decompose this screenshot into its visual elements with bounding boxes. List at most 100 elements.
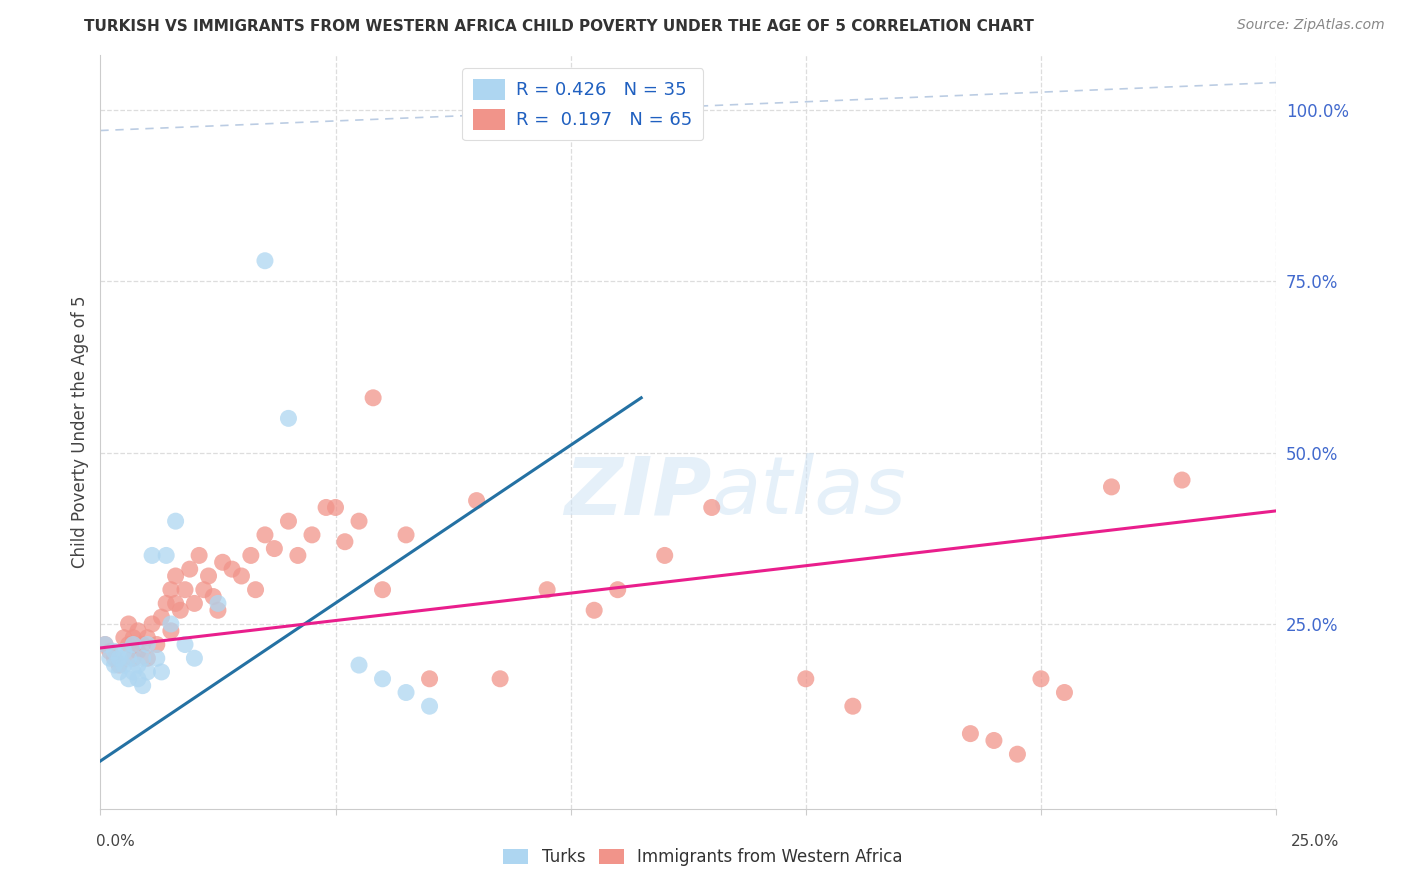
- Point: [112, 631, 135, 645]
- Point: [211, 555, 233, 569]
- Point: [245, 582, 267, 597]
- Point: [136, 631, 159, 645]
- Point: [146, 651, 169, 665]
- Point: [654, 549, 676, 563]
- Legend: R = 0.426   N = 35, R =  0.197   N = 65: R = 0.426 N = 35, R = 0.197 N = 65: [463, 68, 703, 140]
- Point: [371, 672, 394, 686]
- Point: [301, 528, 323, 542]
- Point: [333, 534, 356, 549]
- Point: [419, 672, 441, 686]
- Point: [179, 562, 201, 576]
- Point: [94, 638, 117, 652]
- Point: [117, 638, 139, 652]
- Point: [98, 651, 121, 665]
- Point: [108, 665, 131, 679]
- Point: [146, 638, 169, 652]
- Legend: Turks, Immigrants from Western Africa: Turks, Immigrants from Western Africa: [496, 842, 910, 873]
- Point: [108, 658, 131, 673]
- Point: [183, 651, 205, 665]
- Point: [122, 651, 145, 665]
- Point: [277, 411, 299, 425]
- Text: 0.0%: 0.0%: [96, 834, 135, 848]
- Point: [183, 596, 205, 610]
- Point: [155, 549, 177, 563]
- Point: [103, 651, 125, 665]
- Point: [221, 562, 243, 576]
- Point: [122, 665, 145, 679]
- Point: [1101, 480, 1123, 494]
- Point: [122, 631, 145, 645]
- Point: [141, 549, 163, 563]
- Point: [174, 638, 197, 652]
- Point: [253, 528, 276, 542]
- Point: [160, 617, 183, 632]
- Point: [263, 541, 285, 556]
- Point: [197, 569, 219, 583]
- Point: [536, 582, 558, 597]
- Point: [98, 644, 121, 658]
- Point: [127, 624, 149, 638]
- Point: [361, 391, 384, 405]
- Point: [136, 651, 159, 665]
- Point: [489, 672, 512, 686]
- Point: [103, 658, 125, 673]
- Point: [127, 672, 149, 686]
- Point: [127, 658, 149, 673]
- Y-axis label: Child Poverty Under the Age of 5: Child Poverty Under the Age of 5: [72, 296, 89, 568]
- Point: [959, 726, 981, 740]
- Point: [395, 685, 418, 699]
- Point: [253, 253, 276, 268]
- Point: [122, 638, 145, 652]
- Point: [419, 699, 441, 714]
- Point: [207, 596, 229, 610]
- Point: [165, 569, 187, 583]
- Point: [160, 582, 183, 597]
- Point: [239, 549, 262, 563]
- Point: [1053, 685, 1076, 699]
- Point: [231, 569, 253, 583]
- Text: 25.0%: 25.0%: [1291, 834, 1339, 848]
- Point: [136, 665, 159, 679]
- Point: [606, 582, 628, 597]
- Point: [188, 549, 211, 563]
- Point: [174, 582, 197, 597]
- Text: atlas: atlas: [711, 453, 907, 532]
- Point: [395, 528, 418, 542]
- Point: [347, 658, 370, 673]
- Point: [315, 500, 337, 515]
- Point: [1171, 473, 1194, 487]
- Point: [536, 117, 558, 131]
- Text: ZIP: ZIP: [564, 453, 711, 532]
- Point: [127, 644, 149, 658]
- Point: [347, 514, 370, 528]
- Point: [983, 733, 1005, 747]
- Point: [150, 610, 173, 624]
- Point: [465, 493, 488, 508]
- Point: [117, 672, 139, 686]
- Point: [794, 672, 817, 686]
- Point: [1029, 672, 1052, 686]
- Point: [117, 651, 139, 665]
- Point: [165, 596, 187, 610]
- Point: [117, 617, 139, 632]
- Point: [131, 638, 153, 652]
- Point: [193, 582, 215, 597]
- Text: Source: ZipAtlas.com: Source: ZipAtlas.com: [1237, 19, 1385, 32]
- Point: [94, 638, 117, 652]
- Point: [325, 500, 347, 515]
- Point: [1007, 747, 1029, 761]
- Point: [583, 603, 606, 617]
- Point: [287, 549, 309, 563]
- Point: [842, 699, 865, 714]
- Point: [160, 624, 183, 638]
- Point: [108, 651, 131, 665]
- Point: [131, 651, 153, 665]
- Point: [112, 644, 135, 658]
- Point: [700, 500, 723, 515]
- Point: [371, 582, 394, 597]
- Point: [277, 514, 299, 528]
- Point: [103, 644, 125, 658]
- Point: [112, 658, 135, 673]
- Point: [150, 665, 173, 679]
- Point: [489, 123, 512, 137]
